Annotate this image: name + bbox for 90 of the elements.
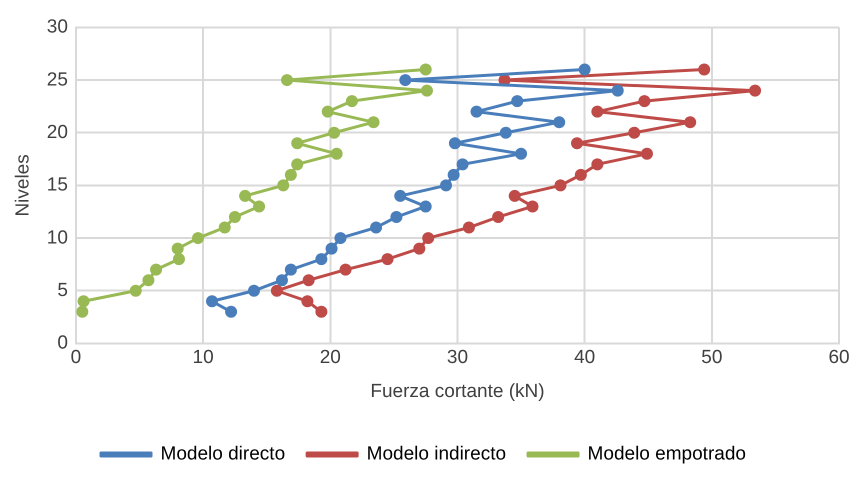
point bbox=[346, 95, 358, 108]
x-tick-label: 20 bbox=[320, 347, 341, 368]
point bbox=[382, 253, 394, 266]
point bbox=[571, 137, 584, 150]
point bbox=[515, 148, 528, 160]
point bbox=[248, 284, 260, 297]
point bbox=[370, 222, 382, 234]
point bbox=[638, 95, 650, 108]
point bbox=[578, 64, 591, 76]
x-tick-label: 60 bbox=[828, 347, 850, 368]
point bbox=[413, 242, 426, 255]
point bbox=[284, 264, 297, 276]
point bbox=[554, 179, 566, 192]
point bbox=[284, 168, 297, 181]
point bbox=[328, 126, 340, 139]
point bbox=[553, 116, 566, 128]
point bbox=[399, 74, 412, 86]
point bbox=[448, 137, 461, 150]
point bbox=[76, 306, 88, 318]
point bbox=[315, 253, 328, 266]
point bbox=[470, 106, 483, 118]
point bbox=[420, 84, 433, 97]
y-tick-label: 25 bbox=[46, 69, 68, 90]
point bbox=[150, 264, 162, 276]
point bbox=[302, 274, 315, 286]
point bbox=[526, 200, 538, 212]
point bbox=[511, 95, 524, 108]
point bbox=[172, 253, 185, 266]
point bbox=[78, 295, 90, 308]
point bbox=[420, 200, 432, 212]
y-tick-label: 30 bbox=[46, 16, 68, 38]
y-tick-label: 20 bbox=[46, 122, 68, 143]
point bbox=[330, 148, 343, 160]
point bbox=[291, 158, 304, 170]
point bbox=[440, 179, 452, 192]
point bbox=[192, 232, 204, 244]
y-axis-title: Niveles bbox=[12, 154, 34, 217]
point bbox=[456, 158, 469, 170]
point bbox=[301, 295, 314, 308]
point bbox=[130, 284, 142, 297]
point bbox=[448, 168, 460, 181]
point bbox=[390, 211, 402, 223]
y-tick-label: 15 bbox=[46, 174, 68, 196]
y-tick-label: 0 bbox=[57, 332, 68, 354]
legend-label: Modelo directo bbox=[160, 444, 286, 465]
point bbox=[574, 168, 587, 181]
point bbox=[276, 274, 288, 286]
x-tick-label: 40 bbox=[574, 347, 596, 368]
x-tick-label: 30 bbox=[446, 347, 468, 368]
point bbox=[684, 116, 696, 128]
point bbox=[206, 295, 218, 308]
point bbox=[698, 64, 710, 76]
point bbox=[591, 106, 604, 118]
point bbox=[228, 211, 241, 223]
point bbox=[500, 126, 512, 139]
point bbox=[334, 232, 346, 244]
point bbox=[422, 232, 434, 244]
point bbox=[394, 190, 406, 202]
x-tick-label: 50 bbox=[701, 347, 722, 368]
point bbox=[612, 84, 624, 97]
point bbox=[218, 222, 231, 234]
point bbox=[253, 200, 266, 212]
point bbox=[322, 106, 334, 118]
point bbox=[172, 242, 184, 255]
point bbox=[340, 264, 352, 276]
point bbox=[270, 284, 283, 297]
point bbox=[326, 242, 338, 255]
point bbox=[291, 137, 304, 150]
point bbox=[508, 190, 521, 202]
point bbox=[142, 274, 154, 286]
point bbox=[628, 126, 640, 139]
y-tick-label: 5 bbox=[57, 280, 68, 301]
point bbox=[281, 74, 294, 86]
point bbox=[368, 116, 380, 128]
point bbox=[315, 306, 328, 318]
point bbox=[239, 190, 252, 202]
point bbox=[225, 306, 238, 318]
point bbox=[591, 158, 604, 170]
point bbox=[462, 222, 475, 234]
point bbox=[420, 64, 432, 76]
point bbox=[749, 84, 762, 97]
point bbox=[277, 179, 290, 192]
point bbox=[640, 148, 653, 160]
x-axis-title: Fuerza cortante (kN) bbox=[370, 380, 545, 402]
point bbox=[492, 211, 504, 223]
x-tick-label: 0 bbox=[70, 347, 82, 368]
legend-label: Modelo indirecto bbox=[366, 444, 506, 465]
x-tick-label: 10 bbox=[192, 347, 214, 368]
y-tick-label: 10 bbox=[46, 227, 68, 248]
legend-label: Modelo empotrado bbox=[588, 444, 746, 465]
